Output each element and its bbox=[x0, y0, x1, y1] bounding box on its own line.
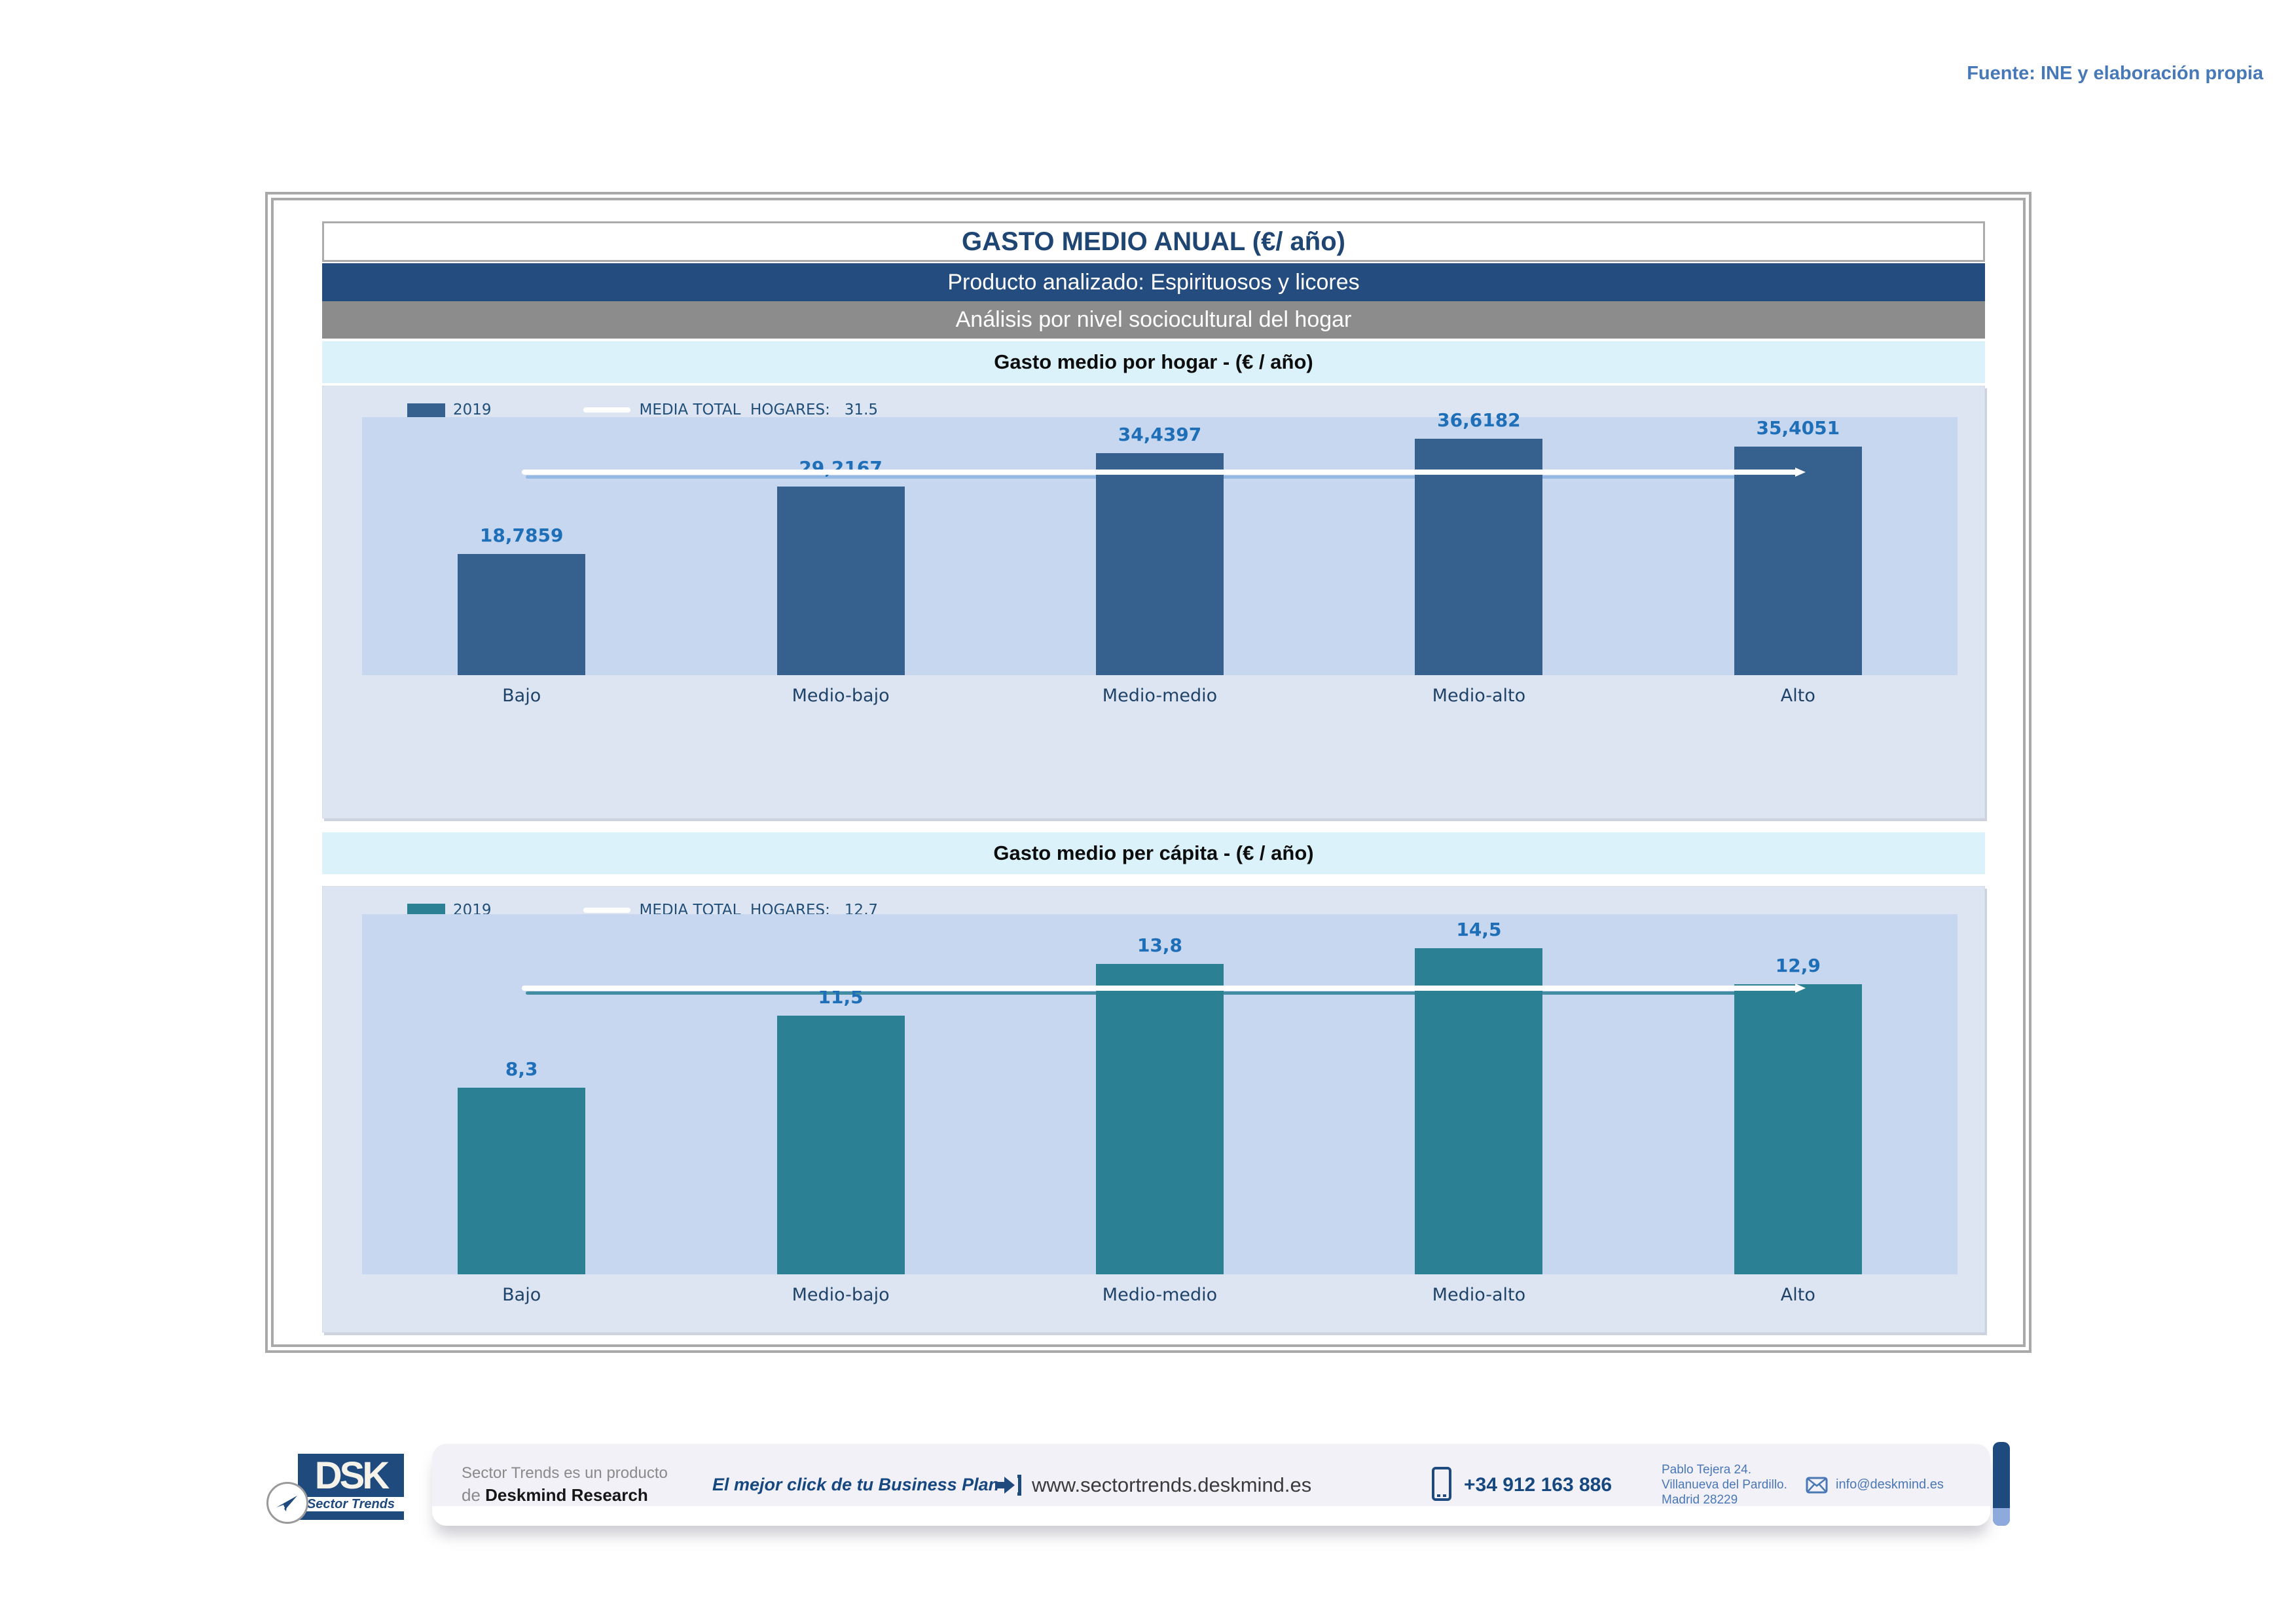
dsk-logo: DSK Sector Trends bbox=[266, 1452, 430, 1531]
footer-website[interactable]: www.sectortrends.deskmind.es bbox=[1032, 1473, 1312, 1496]
bar-Medio-bajo bbox=[776, 1015, 905, 1274]
footer-address: Pablo Tejera 24. Villanueva del Pardillo… bbox=[1662, 1444, 1787, 1526]
address-line-3: Madrid 28229 bbox=[1662, 1493, 1738, 1507]
media-total-line bbox=[521, 467, 1806, 477]
report-title: GASTO MEDIO ANUAL (€/ año) bbox=[322, 221, 1985, 262]
paper-plane-icon bbox=[276, 1496, 297, 1511]
category-label: Medio-medio bbox=[1102, 686, 1218, 706]
plot-area: 8,3 11,5 13,8 14,5 12,9 bbox=[362, 914, 1958, 1274]
footer-product-line1: Sector Trends es un producto bbox=[462, 1464, 668, 1482]
series-swatch bbox=[407, 403, 445, 417]
dsk-logo-bar bbox=[298, 1511, 404, 1520]
chart-per-household: 2019 MEDIA TOTAL HOGARES: 31.5 18,7859 29… bbox=[322, 386, 1985, 819]
footer-product-text: Sector Trends es un producto de Deskmind… bbox=[462, 1444, 668, 1526]
bar-Medio-alto bbox=[1415, 948, 1543, 1274]
series-label: 2019 bbox=[453, 401, 492, 418]
footer-accent-tab bbox=[1993, 1442, 2010, 1526]
media-line-swatch bbox=[583, 407, 630, 413]
dsk-logo-circle bbox=[266, 1482, 308, 1524]
bar-Alto bbox=[1734, 984, 1862, 1274]
envelope-icon bbox=[1806, 1477, 1828, 1493]
dsk-logo-subtitle: Sector Trends bbox=[298, 1497, 404, 1511]
footer-email[interactable]: info@deskmind.es bbox=[1836, 1477, 1944, 1492]
category-label: Medio-bajo bbox=[792, 686, 890, 706]
dsk-logo-acronym: DSK bbox=[298, 1454, 404, 1497]
bar-value-label: 14,5 bbox=[1456, 918, 1502, 940]
chart2-band-title: Gasto medio per cápita - (€ / año) bbox=[322, 832, 1985, 874]
chart-per-capita: 2019 MEDIA TOTAL HOGARES: 12,7 8,3 11,5 13… bbox=[322, 886, 1985, 1333]
bar-Medio-bajo bbox=[776, 487, 905, 675]
media-line-arrowhead bbox=[1795, 984, 1806, 993]
bar-value-label: 35,4051 bbox=[1756, 417, 1840, 439]
bar-Bajo bbox=[458, 1087, 586, 1274]
media-total-line bbox=[521, 984, 1806, 993]
bar-Medio-medio bbox=[1096, 452, 1224, 675]
category-label: Alto bbox=[1780, 1285, 1815, 1305]
link-arrow-icon bbox=[995, 1474, 1021, 1496]
bar-value-label: 29,2167 bbox=[799, 457, 883, 479]
bar-value-label: 12,9 bbox=[1775, 954, 1821, 976]
footer-company-name: Deskmind Research bbox=[485, 1485, 648, 1505]
series-swatch bbox=[407, 903, 445, 917]
category-label: Medio-bajo bbox=[792, 1285, 890, 1305]
footer-product-line2-prefix: de bbox=[462, 1485, 486, 1505]
analysis-row: Análisis por nivel sociocultural del hog… bbox=[322, 301, 1985, 339]
bar-value-label: 8,3 bbox=[505, 1058, 538, 1080]
footer-tagline: El mejor click de tu Business Plan bbox=[712, 1475, 1000, 1494]
category-label: Bajo bbox=[502, 686, 541, 706]
media-line-swatch bbox=[583, 908, 630, 913]
category-label: Medio-medio bbox=[1102, 1285, 1218, 1305]
category-label: Medio-alto bbox=[1432, 1285, 1526, 1305]
phone-icon bbox=[1432, 1466, 1451, 1501]
category-label: Medio-alto bbox=[1432, 686, 1526, 706]
footer-card: Sector Trends es un producto de Deskmind… bbox=[432, 1444, 1990, 1526]
bar-value-label: 36,6182 bbox=[1437, 409, 1521, 432]
plot-area: 18,7859 29,2167 34,4397 36,6182 35,4051 bbox=[362, 409, 1958, 675]
footer-email-group: info@deskmind.es bbox=[1806, 1444, 1944, 1526]
address-line-2: Villanueva del Pardillo. bbox=[1662, 1478, 1787, 1492]
footer-product-line2: de Deskmind Research bbox=[462, 1485, 668, 1505]
bar-value-label: 18,7859 bbox=[479, 524, 564, 546]
bar-Medio-medio bbox=[1096, 963, 1224, 1274]
category-label: Bajo bbox=[502, 1285, 541, 1305]
chart1-legend: 2019 MEDIA TOTAL HOGARES: 31.5 bbox=[407, 400, 878, 420]
chart1-band-title: Gasto medio por hogar - (€ / año) bbox=[322, 341, 1985, 383]
address-line-1: Pablo Tejera 24. bbox=[1662, 1463, 1751, 1477]
footer-phone[interactable]: +34 912 163 886 bbox=[1464, 1473, 1613, 1496]
product-row: Producto analizado: Espirituosos y licor… bbox=[322, 263, 1985, 301]
report-frame bbox=[265, 192, 2032, 1353]
media-total-label: MEDIA TOTAL HOGARES: 31.5 bbox=[639, 401, 879, 418]
media-line-arrowhead bbox=[1795, 467, 1806, 477]
bar-Alto bbox=[1734, 447, 1862, 675]
bar-Medio-alto bbox=[1415, 439, 1543, 675]
footer-website-group: www.sectortrends.deskmind.es bbox=[994, 1444, 1311, 1526]
source-note: Fuente: INE y elaboración propia bbox=[1967, 63, 2263, 84]
footer-phone-group: +34 912 163 886 bbox=[1429, 1444, 1612, 1526]
bar-value-label: 13,8 bbox=[1137, 934, 1183, 956]
bar-Bajo bbox=[458, 553, 586, 675]
bar-value-label: 34,4397 bbox=[1118, 423, 1202, 445]
category-label: Alto bbox=[1780, 686, 1815, 706]
